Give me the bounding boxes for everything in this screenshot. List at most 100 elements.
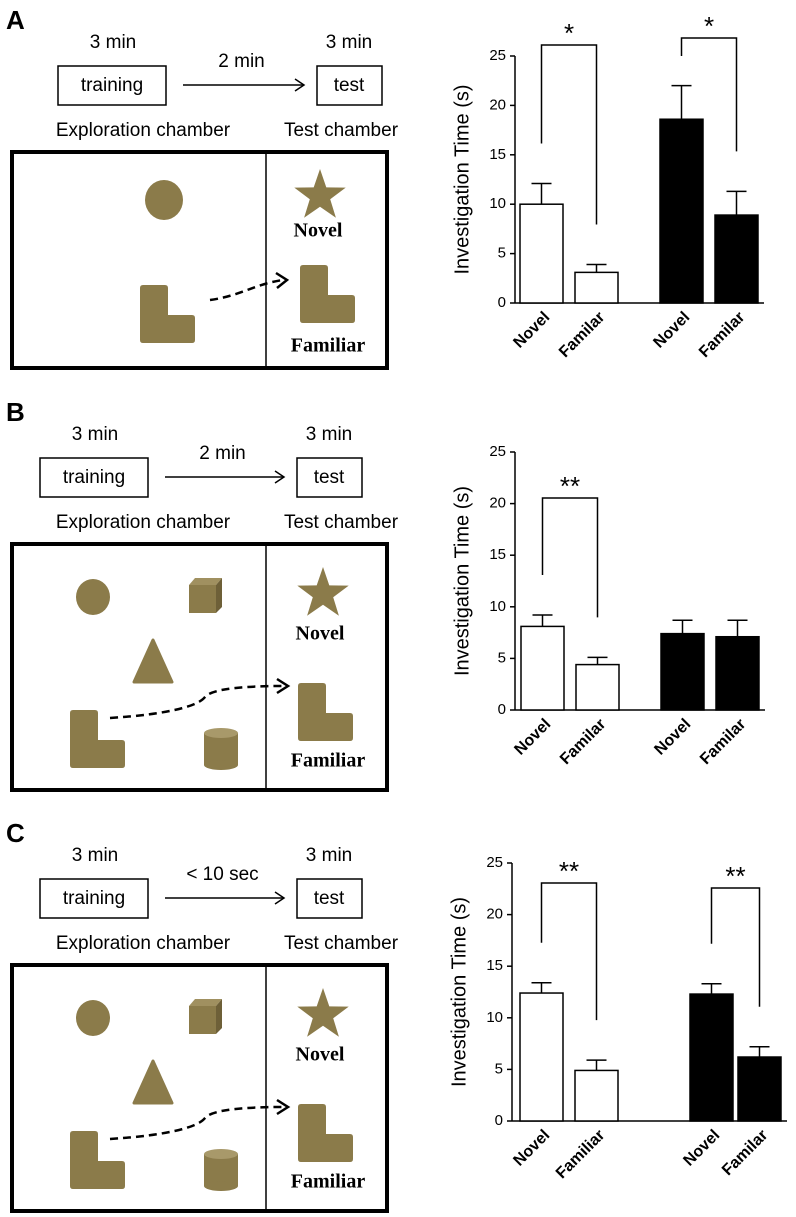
chamber [10, 542, 389, 792]
x-tick-label: Novel [680, 1127, 723, 1170]
exploration-label: Exploration chamber [56, 512, 231, 533]
bar [660, 632, 705, 711]
bar [737, 1056, 782, 1122]
training-text: training [81, 75, 143, 96]
significance-bracket [680, 37, 738, 152]
training-box [39, 457, 149, 498]
bar [519, 992, 564, 1122]
object-icon [132, 1059, 174, 1105]
significance-label: ** [560, 471, 580, 501]
x-tick-label: Familar [697, 716, 749, 768]
y-tick-label: 0 [498, 701, 506, 718]
y-tick-label: 5 [498, 649, 506, 666]
bar [689, 993, 734, 1122]
panel-label: C [6, 818, 25, 848]
significance-bracket [540, 44, 598, 225]
panel-label: B [6, 397, 25, 427]
significance-bracket [541, 497, 599, 618]
object-icon [132, 638, 174, 684]
test-chamber-label: Test chamber [284, 120, 399, 141]
x-tick-label: Novel [650, 309, 693, 352]
test-box [296, 878, 363, 919]
diagram-panel: A 3 min training 2 min 3 min test Exploration … [6, 5, 399, 370]
test-chamber-label: Test chamber [284, 512, 399, 533]
bar [575, 663, 620, 711]
significance-bracket [710, 887, 761, 1007]
bar [659, 118, 704, 304]
test-time: 3 min [326, 32, 372, 53]
significance-label: ** [725, 861, 745, 891]
x-tick-label: Familar [696, 309, 748, 361]
test-box [296, 457, 363, 498]
y-tick-label: 25 [489, 47, 506, 64]
bar [520, 625, 565, 711]
significance-label: ** [559, 856, 579, 886]
training-text: training [63, 888, 125, 909]
y-tick-label: 0 [498, 294, 506, 311]
bar [715, 635, 760, 711]
training-box [57, 65, 167, 106]
test-time: 3 min [306, 424, 352, 445]
y-tick-label: 0 [495, 1112, 503, 1129]
object-icon [204, 1149, 238, 1191]
x-tick-label: Novel [510, 309, 553, 352]
object-icon [297, 567, 349, 616]
delay-text: 2 min [199, 443, 245, 464]
diagram-panel: B 3 min training 2 min 3 min test Exploration … [6, 397, 399, 792]
x-tick-label: Familar [557, 716, 609, 768]
training-box [39, 878, 149, 919]
novel-label: Novel [296, 623, 345, 645]
familiar-label: Familiar [291, 335, 366, 357]
y-axis-label: Investigation Time (s) [448, 897, 470, 1087]
arrow-head [276, 1098, 291, 1116]
test-text: test [314, 888, 345, 909]
object-icon [189, 578, 222, 613]
arrow-head [294, 78, 306, 92]
novel-label: Novel [294, 220, 343, 242]
y-tick-label: 10 [489, 195, 506, 212]
familiar-label: Familiar [291, 1171, 366, 1193]
object-icon [204, 728, 238, 770]
significance-label: * [564, 18, 574, 48]
familiar-label: Familiar [291, 750, 366, 772]
test-chamber-label: Test chamber [284, 933, 399, 954]
arrow-head [275, 271, 290, 289]
diagram-panel: C 3 min training < 10 sec 3 min test Explorati… [6, 818, 399, 1213]
training-text: training [63, 467, 125, 488]
y-axis-label: Investigation Time (s) [451, 84, 473, 274]
arrow-head [274, 470, 286, 484]
training-time: 3 min [90, 32, 136, 53]
arrow-head [276, 677, 291, 695]
bar [574, 271, 619, 304]
y-tick-label: 25 [486, 854, 503, 871]
y-axis-label: Investigation Time (s) [451, 486, 473, 676]
object-icon [189, 999, 222, 1034]
y-tick-label: 5 [495, 1060, 503, 1077]
object-icon [298, 1104, 353, 1162]
panel-label: A [6, 5, 25, 35]
object-icon [294, 169, 346, 218]
y-tick-label: 15 [489, 546, 506, 563]
test-text: test [334, 75, 365, 96]
novel-label: Novel [296, 1044, 345, 1066]
x-tick-label: Novel [510, 1127, 553, 1170]
x-tick-label: Novel [511, 716, 554, 759]
object-icon [298, 683, 353, 741]
y-tick-label: 20 [486, 906, 503, 923]
bar [519, 203, 564, 304]
transfer-arrow [209, 278, 284, 302]
y-tick-label: 10 [489, 598, 506, 615]
object-icon [140, 285, 195, 343]
test-time: 3 min [306, 845, 352, 866]
y-tick-label: 20 [489, 96, 506, 113]
x-tick-label: Familar [556, 309, 608, 361]
delay-text: < 10 sec [186, 864, 258, 885]
bar [714, 214, 759, 304]
training-time: 3 min [72, 424, 118, 445]
object-icon [76, 579, 110, 615]
object-icon [300, 265, 355, 323]
